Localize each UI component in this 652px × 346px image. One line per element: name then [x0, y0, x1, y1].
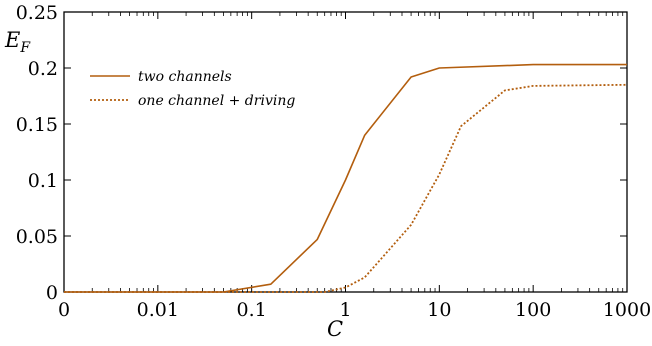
y-tick-label-1: 0.05	[16, 226, 58, 248]
series-line-0	[64, 63, 627, 293]
y-tick-label-0: 0	[46, 282, 58, 304]
y-tick-label-3: 0.15	[16, 114, 58, 136]
y-tick-label-4: 0.2	[28, 58, 58, 80]
legend-label-0: two channels	[138, 69, 232, 85]
x-tick-label-5: 100	[515, 299, 551, 321]
x-tick-label-0: 0	[58, 299, 70, 321]
x-axis: 0 0.01 0.1 1 10 100 1000	[58, 12, 651, 321]
x-tick-label-1: 0.01	[137, 299, 179, 321]
legend: two channels one channel + driving	[90, 69, 295, 109]
y-tick-label-5: 0.25	[16, 2, 58, 24]
y-tick-label-2: 0.1	[28, 170, 58, 192]
legend-label-1: one channel + driving	[138, 93, 295, 109]
x-tick-label-6: 1000	[603, 299, 651, 321]
y-axis-label: EF	[4, 28, 31, 56]
x-tick-label-2: 0.1	[237, 299, 267, 321]
y-axis-label-main: E	[4, 28, 20, 52]
y-axis-label-sub: F	[19, 40, 31, 56]
x-axis-label: C	[327, 317, 343, 341]
plot-area	[63, 11, 628, 293]
x-tick-label-3: 1	[339, 299, 351, 321]
x-tick-label-4: 10	[427, 299, 451, 321]
series-line-1	[64, 83, 628, 293]
series-layer	[64, 63, 628, 293]
plot-frame	[63, 11, 628, 293]
y-axis: 0 0.05 0.1 0.15 0.2 0.25	[16, 2, 627, 304]
